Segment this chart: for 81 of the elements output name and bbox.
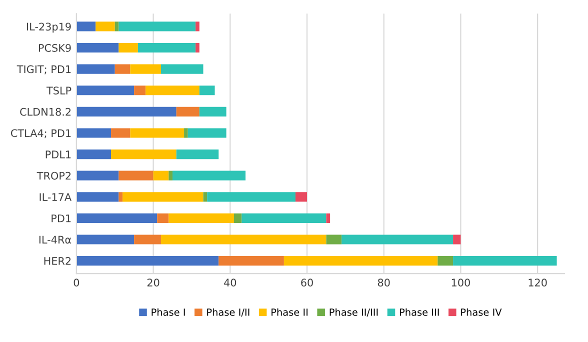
bar xyxy=(111,150,176,160)
x-tick-label: 0 xyxy=(74,278,80,287)
y-tick-label: TROP2 xyxy=(36,172,71,180)
y-tick-label: TIGIT; PD1 xyxy=(16,65,71,74)
bar xyxy=(188,128,226,138)
bar xyxy=(122,192,204,202)
bar xyxy=(160,234,326,244)
bar xyxy=(118,192,123,202)
y-tick-label: PD1 xyxy=(52,214,71,222)
bar xyxy=(284,256,438,266)
bar xyxy=(118,22,196,32)
bar xyxy=(76,42,119,53)
bar xyxy=(146,86,200,96)
bar xyxy=(168,170,173,180)
y-tick-label: IL-4Rα xyxy=(39,236,72,244)
y-tick-label: CTLA4; PD1 xyxy=(10,129,71,138)
bar xyxy=(76,128,112,138)
bar xyxy=(199,106,226,116)
bar xyxy=(96,22,115,32)
y-tick-label: IL-17A xyxy=(40,193,72,201)
y-tick-label: TSLP xyxy=(46,86,72,94)
bar xyxy=(76,234,134,244)
bar xyxy=(453,256,557,266)
bar xyxy=(160,64,204,74)
bar xyxy=(76,170,119,180)
legend-label: Phase I/II xyxy=(207,308,250,317)
y-tick-label: PCSK9 xyxy=(38,44,71,52)
bar xyxy=(184,128,188,138)
bar xyxy=(199,86,215,96)
y-tick-label: IL-23p19 xyxy=(27,22,71,33)
bar xyxy=(295,192,308,202)
bar xyxy=(342,234,454,244)
bar xyxy=(76,192,119,202)
y-tick-label: CLDN18.2 xyxy=(20,108,71,116)
bar xyxy=(234,213,242,223)
bar xyxy=(114,22,119,32)
bar xyxy=(168,213,234,223)
bar xyxy=(130,64,161,74)
bar xyxy=(153,170,169,180)
bar xyxy=(134,234,161,244)
y-tick-label: PDL1 xyxy=(46,150,71,158)
x-tick-label: 60 xyxy=(301,278,313,287)
bar xyxy=(118,170,154,180)
legend-label: Phase I xyxy=(152,308,185,316)
bar xyxy=(118,42,138,53)
legend-label: Phase II/III xyxy=(330,308,378,317)
bar xyxy=(172,170,246,180)
bar xyxy=(218,256,284,266)
legend-label: Phase II xyxy=(272,308,308,316)
bar xyxy=(207,192,296,202)
bar xyxy=(453,234,461,244)
x-tick-label: 20 xyxy=(147,278,160,287)
bar xyxy=(76,150,112,160)
bar xyxy=(76,64,115,74)
x-tick-label: 40 xyxy=(224,278,236,287)
bar xyxy=(438,256,454,266)
bar xyxy=(76,106,176,116)
bar xyxy=(76,86,134,96)
bar xyxy=(76,213,158,223)
bar xyxy=(176,106,200,116)
bar xyxy=(76,256,219,266)
bar xyxy=(130,128,184,138)
bar xyxy=(114,64,130,74)
x-tick-label: 120 xyxy=(528,278,547,287)
legend-label: Phase III xyxy=(400,308,439,316)
bar xyxy=(196,42,200,53)
bar xyxy=(196,22,200,32)
bar xyxy=(76,22,96,32)
x-tick-label: 100 xyxy=(452,278,470,287)
y-tick-label: HER2 xyxy=(44,257,71,265)
bar xyxy=(111,128,130,138)
bar xyxy=(326,234,342,244)
x-tick-label: 80 xyxy=(378,278,390,287)
bar xyxy=(242,213,326,223)
bar xyxy=(176,150,219,160)
bar xyxy=(203,192,208,202)
bar xyxy=(134,86,146,96)
bar xyxy=(157,213,169,223)
bar xyxy=(138,42,196,53)
bar xyxy=(326,213,330,223)
legend-label: Phase IV xyxy=(461,308,502,316)
